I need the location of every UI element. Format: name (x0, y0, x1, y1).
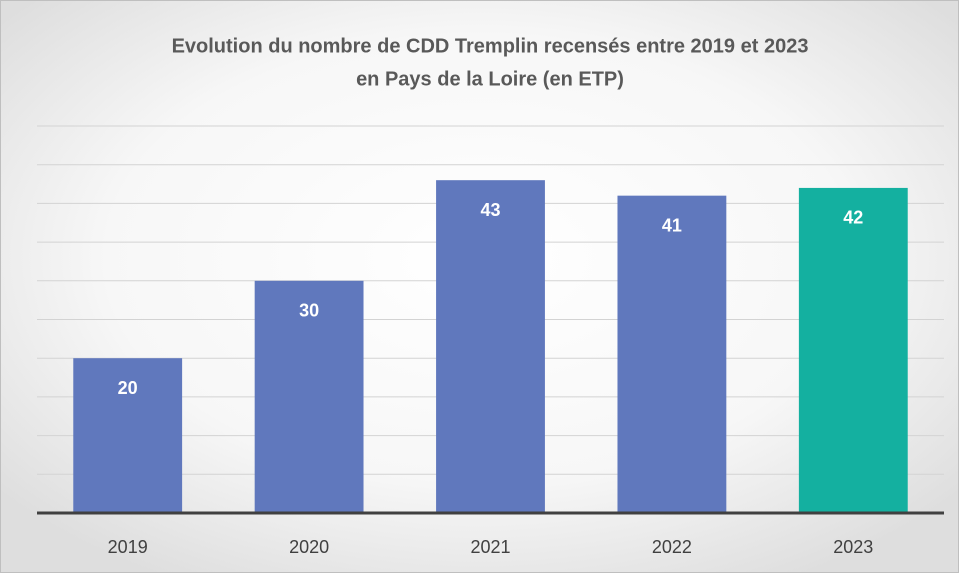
chart-title: Evolution du nombre de CDD Tremplin rece… (172, 35, 809, 57)
data-label: 43 (480, 200, 500, 220)
x-tick-label: 2020 (289, 537, 329, 557)
data-label: 41 (662, 215, 682, 235)
bar (617, 195, 727, 513)
bar (254, 280, 364, 513)
bar (798, 187, 908, 514)
x-tick-label: 2022 (652, 537, 692, 557)
x-tick-label: 2019 (108, 537, 148, 557)
bar (436, 180, 545, 513)
x-tick-label: 2021 (470, 537, 510, 557)
data-label: 30 (299, 301, 319, 321)
bar (73, 358, 183, 513)
x-tick-label: 2023 (833, 537, 873, 557)
chart-title: en Pays de la Loire (en ETP) (356, 68, 624, 90)
data-label: 20 (118, 378, 138, 398)
data-label: 42 (843, 208, 863, 228)
